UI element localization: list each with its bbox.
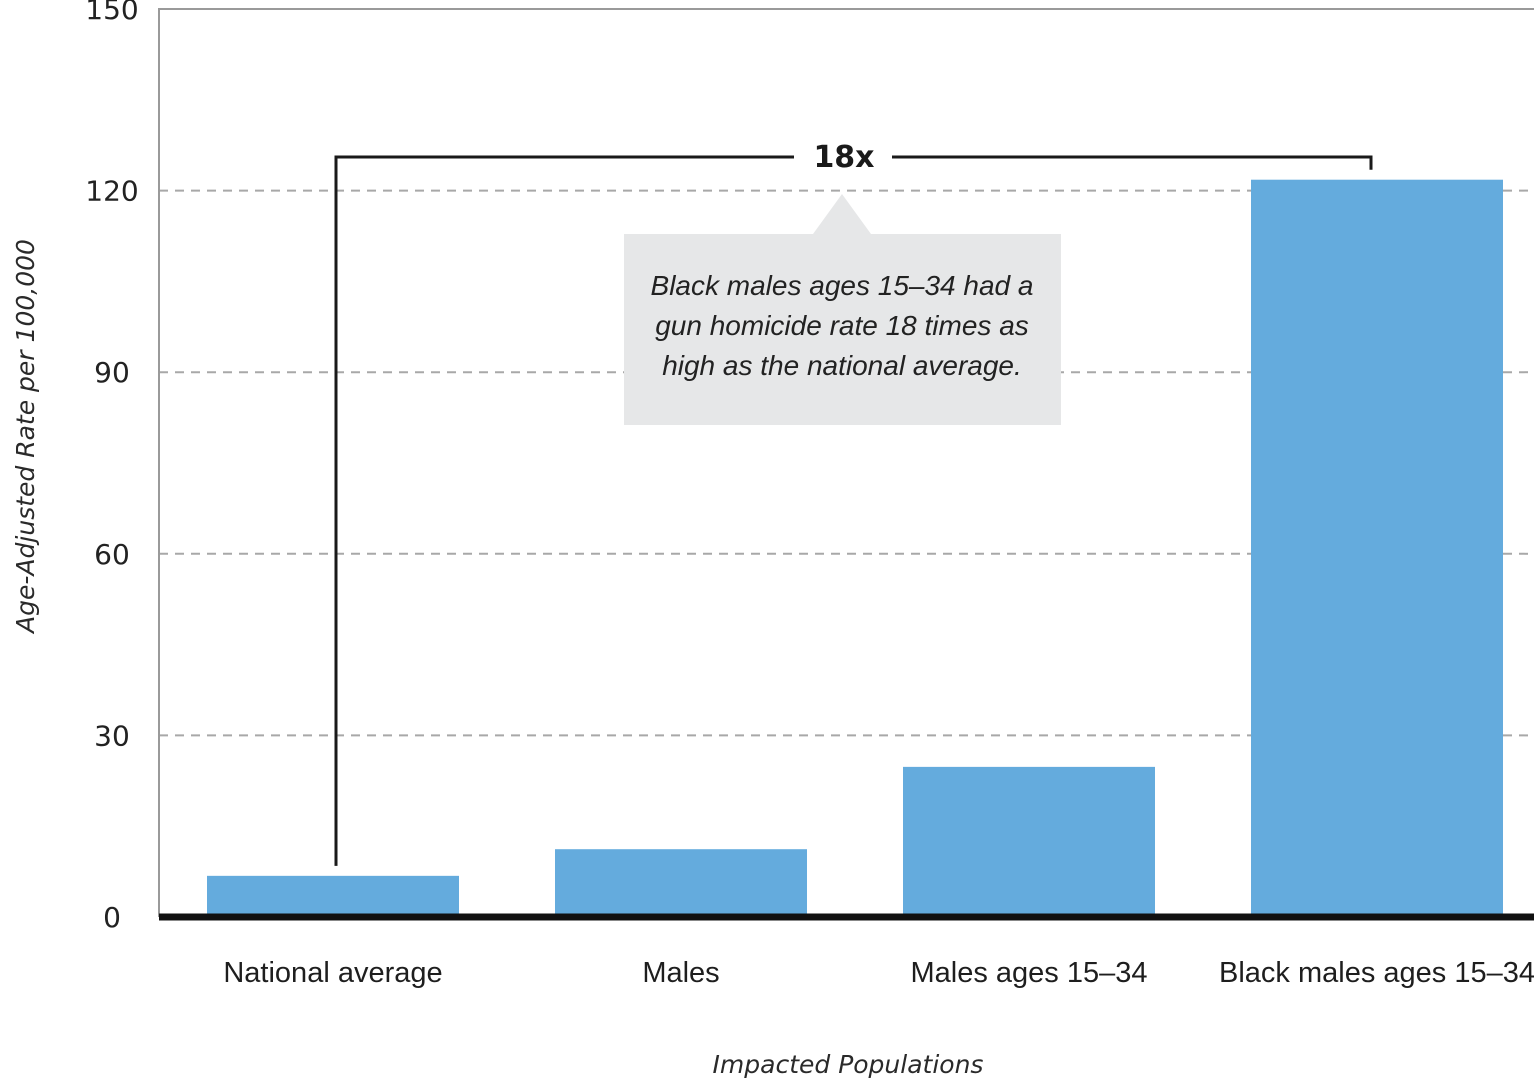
bar bbox=[207, 875, 459, 914]
x-axis-title: Impacted Populations bbox=[713, 1050, 984, 1078]
y-axis-title: Age-Adjusted Rate per 100,000 bbox=[11, 239, 40, 635]
y-tick-label: 60 bbox=[94, 538, 130, 571]
callout-box bbox=[624, 194, 1061, 425]
y-tick-label: 30 bbox=[94, 719, 130, 752]
y-tick-labels: 0 30 60 90 120 150 bbox=[85, 0, 138, 934]
x-tick-label: Males bbox=[642, 957, 719, 989]
y-tick-label: 0 bbox=[103, 901, 121, 934]
x-tick-label: Males ages 15–34 bbox=[911, 957, 1148, 989]
x-tick-labels: National average Males Males ages 15–34 Bla… bbox=[223, 957, 1534, 989]
y-tick-label: 90 bbox=[94, 356, 130, 389]
comparison-annotation: 18x Black males ages 15–34 had a gun hom… bbox=[334, 140, 1373, 866]
gridlines bbox=[159, 189, 1534, 737]
callout-line-3: high as the national average. bbox=[662, 350, 1022, 381]
y-tick-label: 120 bbox=[85, 175, 138, 208]
bars bbox=[207, 179, 1503, 915]
bar bbox=[555, 849, 807, 914]
bar bbox=[1251, 179, 1503, 915]
callout-line-1: Black males ages 15–34 had a bbox=[651, 270, 1034, 301]
bar bbox=[903, 766, 1155, 914]
x-tick-label: National average bbox=[223, 957, 442, 989]
y-tick-label: 150 bbox=[85, 0, 138, 26]
bracket-right bbox=[892, 155, 1373, 170]
annotation-label: 18x bbox=[813, 140, 874, 175]
bracket-left bbox=[334, 155, 794, 866]
callout-line-2: gun homicide rate 18 times as bbox=[655, 310, 1029, 341]
x-tick-label: Black males ages 15–34 bbox=[1219, 957, 1534, 989]
